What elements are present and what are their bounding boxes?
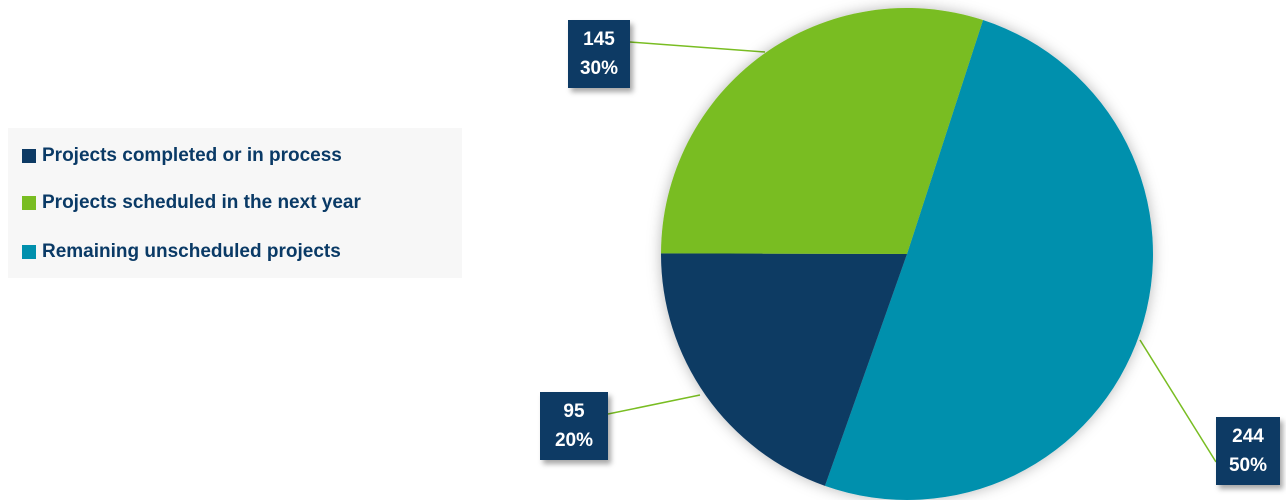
chart-legend: Projects completed or in process Project… [8,128,462,278]
pie-slice-scheduled [661,7,984,254]
data-label-unscheduled: 244 50% [1216,417,1280,485]
legend-swatch-unscheduled [22,245,36,259]
pie-slice-completed [661,253,907,486]
legend-label-scheduled: Projects scheduled in the next year [42,192,361,213]
pie-slice-unscheduled [824,20,1153,500]
data-label-unscheduled-value: 244 [1232,426,1264,447]
data-label-completed-percent: 20% [554,430,594,451]
legend-swatch-completed [22,149,36,163]
data-label-scheduled-percent: 30% [579,58,619,79]
data-label-scheduled-value: 145 [583,29,615,50]
data-label-scheduled: 145 30% [568,20,630,88]
leader-line-unscheduled [1139,339,1217,463]
legend-entry-completed: Projects completed or in process [22,145,342,167]
data-label-completed: 95 20% [540,392,608,460]
legend-entry-scheduled: Projects scheduled in the next year [22,192,361,214]
legend-entry-unscheduled: Remaining unscheduled projects [22,241,341,263]
legend-label-completed: Projects completed or in process [42,145,342,166]
leader-line-completed [607,394,701,415]
data-label-completed-value: 95 [563,401,585,422]
legend-label-unscheduled: Remaining unscheduled projects [42,241,341,262]
data-label-unscheduled-percent: 50% [1228,455,1268,476]
legend-swatch-scheduled [22,196,36,210]
leader-line-scheduled [629,41,766,53]
